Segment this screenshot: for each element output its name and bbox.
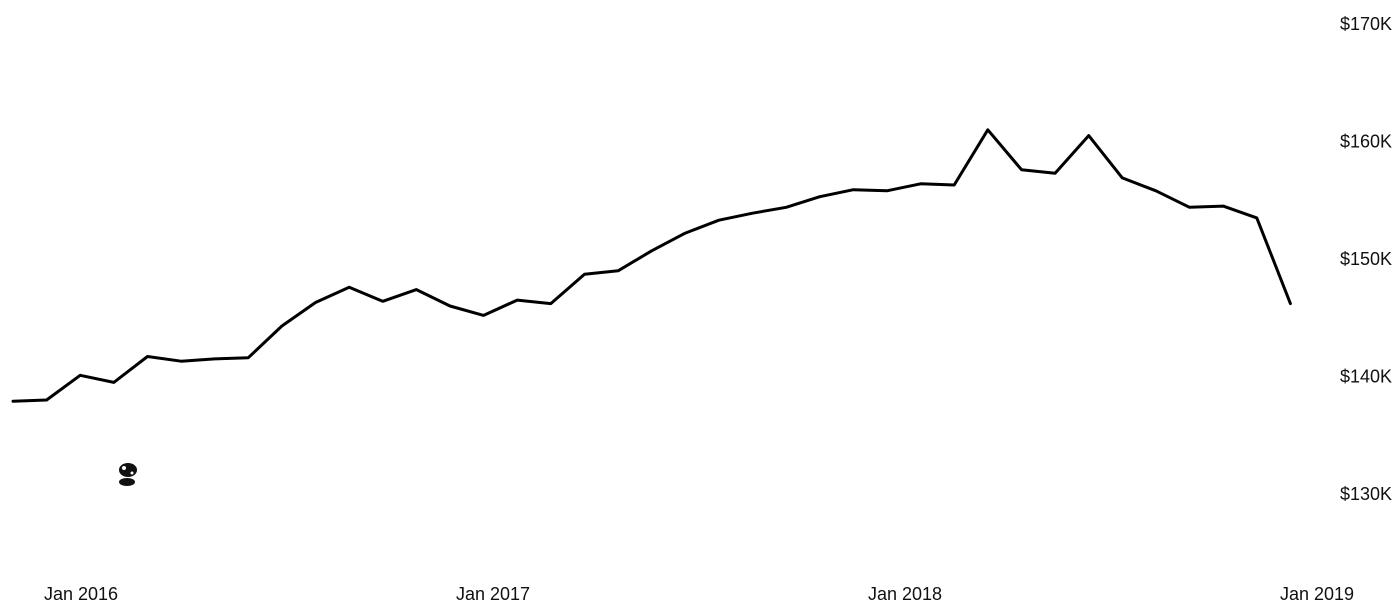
x-tick-label: Jan 2018: [868, 584, 942, 604]
y-tick-label: $150K: [1340, 249, 1392, 269]
y-tick-label: $130K: [1340, 484, 1392, 504]
y-tick-label: $140K: [1340, 367, 1392, 387]
y-axis: $130K $140K $150K $160K $170K: [1340, 14, 1392, 504]
x-tick-label: Jan 2016: [44, 584, 118, 604]
x-axis: Jan 2016 Jan 2017 Jan 2018 Jan 2019: [44, 584, 1354, 604]
stray-mark-icon: [119, 463, 137, 486]
x-tick-label: Jan 2019: [1280, 584, 1354, 604]
x-tick-label: Jan 2017: [456, 584, 530, 604]
y-tick-label: $170K: [1340, 14, 1392, 34]
series-line: [11, 128, 1292, 403]
series-layer: [11, 128, 1292, 403]
y-tick-label: $160K: [1340, 132, 1392, 152]
